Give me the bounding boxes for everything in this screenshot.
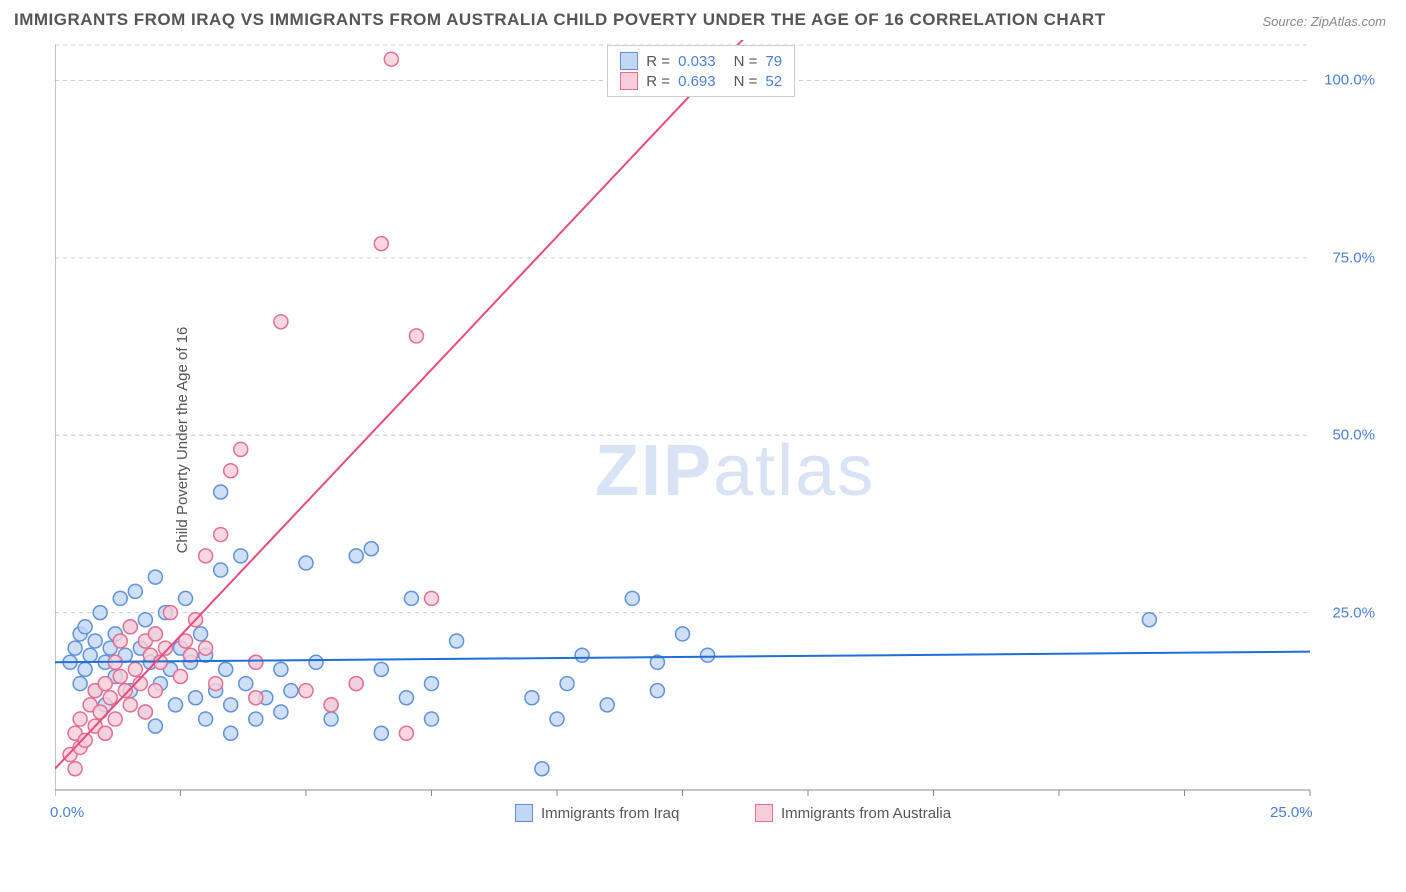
legend-series-name: Immigrants from Australia (781, 805, 951, 822)
chart-container: IMMIGRANTS FROM IRAQ VS IMMIGRANTS FROM … (0, 0, 1406, 892)
chart-title: IMMIGRANTS FROM IRAQ VS IMMIGRANTS FROM … (14, 10, 1106, 30)
chart-area: Child Poverty Under the Age of 16 ZIPatl… (55, 40, 1385, 840)
legend-swatch (755, 804, 773, 822)
legend-swatch (515, 804, 533, 822)
ytick-label: 25.0% (1332, 604, 1375, 621)
scatter-svg (55, 40, 1370, 820)
legend-r-value: 0.033 (678, 53, 716, 70)
legend-n-value: 79 (765, 53, 782, 70)
ytick-label: 50.0% (1332, 427, 1375, 444)
legend-bottom-item: Immigrants from Australia (755, 804, 951, 822)
legend-series-name: Immigrants from Iraq (541, 805, 679, 822)
ytick-label: 100.0% (1324, 72, 1375, 89)
legend-swatch (620, 72, 638, 90)
legend-n-value: 52 (765, 73, 782, 90)
xtick-label: 25.0% (1270, 804, 1313, 821)
legend-swatch (620, 52, 638, 70)
ytick-label: 75.0% (1332, 249, 1375, 266)
legend-bottom-item: Immigrants from Iraq (515, 804, 679, 822)
source-label: Source: ZipAtlas.com (1262, 14, 1386, 29)
legend-n-label: N = (734, 53, 758, 70)
legend-r-value: 0.693 (678, 73, 716, 90)
legend-top: R = 0.033 N = 79 R = 0.693 N = 52 (607, 45, 795, 97)
xtick-label: 0.0% (50, 804, 84, 821)
legend-top-row: R = 0.033 N = 79 (620, 52, 782, 70)
legend-r-label: R = (646, 73, 670, 90)
legend-top-row: R = 0.693 N = 52 (620, 72, 782, 90)
legend-n-label: N = (734, 73, 758, 90)
legend-r-label: R = (646, 53, 670, 70)
